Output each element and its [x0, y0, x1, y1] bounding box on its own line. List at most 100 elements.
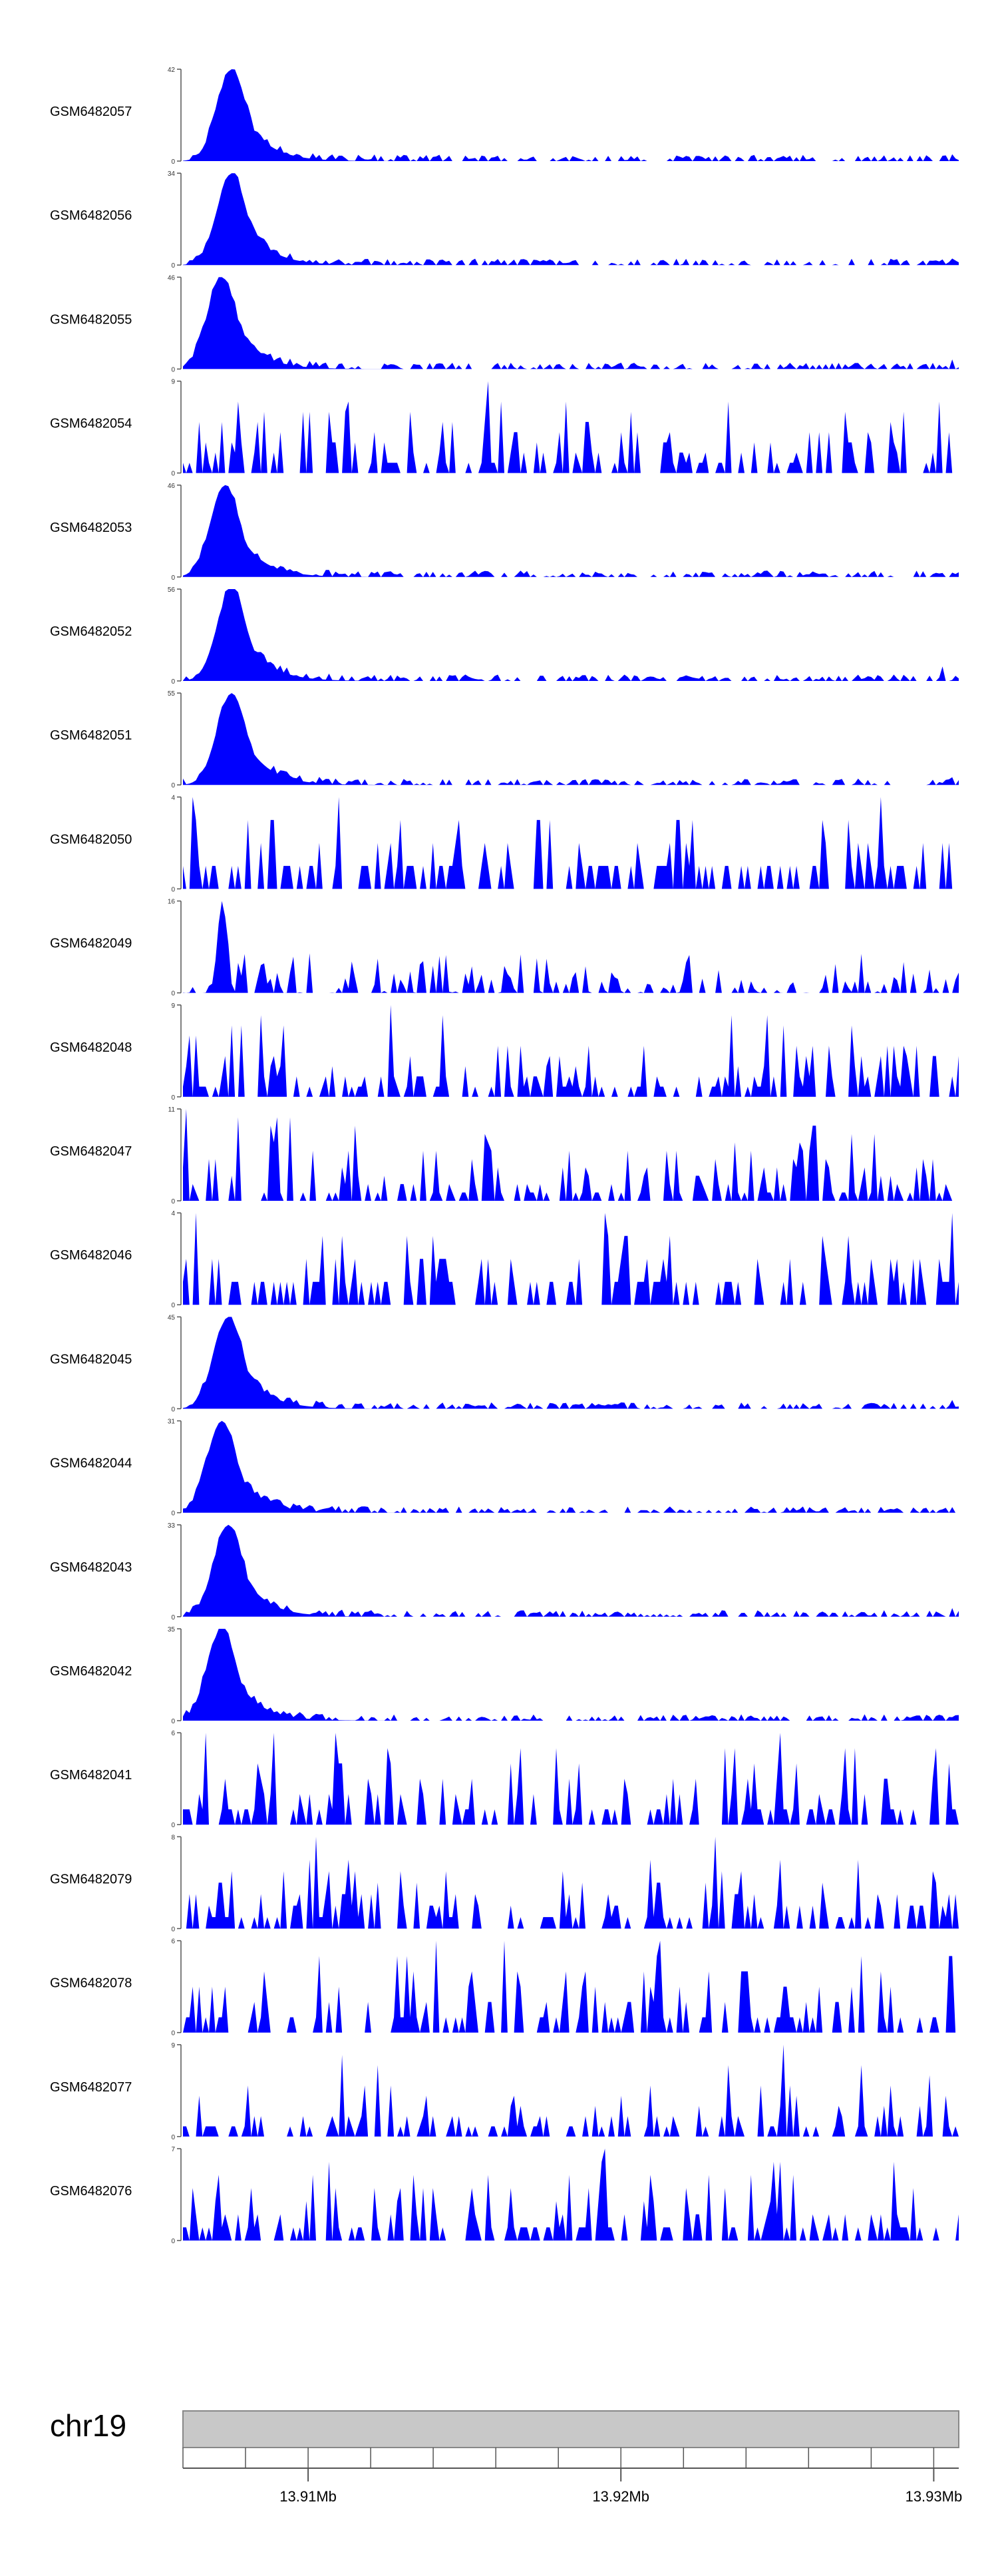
coverage-track: GSM6482045 45 0	[50, 1314, 959, 1413]
track-label: GSM6482057	[50, 105, 132, 119]
track-y-max-label: 9	[171, 2042, 175, 2049]
track-y-min-label: 0	[171, 990, 175, 998]
track-y-max-label: 4	[171, 1210, 175, 1217]
track-y-max-label: 45	[168, 1314, 176, 1321]
track-y-max-label: 56	[168, 586, 176, 594]
coverage-area	[183, 797, 959, 889]
coverage-area	[183, 1420, 959, 1513]
genome-tick-label: 13.91Mb	[279, 2488, 337, 2505]
track-y-min-label: 0	[171, 471, 175, 478]
coverage-area	[183, 173, 959, 266]
track-y-max-label: 35	[168, 1626, 176, 1633]
track-y-max-label: 6	[171, 1938, 175, 1946]
track-y-min-label: 0	[171, 2030, 175, 2038]
track-y-min-label: 0	[171, 678, 175, 686]
coverage-area	[183, 1524, 959, 1617]
track-y-min-label: 0	[171, 2238, 175, 2245]
track-y-min-label: 0	[171, 886, 175, 893]
track-label: GSM6482045	[50, 1352, 132, 1367]
track-label: GSM6482044	[50, 1456, 132, 1471]
coverage-track: GSM6482048 9 0	[50, 1002, 959, 1102]
chromosome-label: chr19	[50, 2408, 126, 2443]
track-y-max-label: 34	[168, 170, 176, 178]
coverage-track: GSM6482041 6 0	[50, 1730, 959, 1829]
track-label: GSM6482048	[50, 1040, 132, 1055]
coverage-area	[183, 485, 959, 577]
coverage-track: GSM6482046 4 0	[50, 1210, 959, 1309]
track-y-max-label: 7	[171, 2146, 175, 2153]
track-y-min-label: 0	[171, 1822, 175, 1829]
track-y-min-label: 0	[171, 782, 175, 789]
genome-axis-major-ticks: 13.91Mb 13.92Mb 13.93Mb	[279, 2468, 962, 2505]
track-y-min-label: 0	[171, 366, 175, 373]
chromosome-ideogram: chr19 13.91Mb 13.92Mb 13.93Mb	[50, 2408, 962, 2505]
track-y-max-label: 6	[171, 1730, 175, 1737]
track-label: GSM6482042	[50, 1664, 132, 1679]
genome-tick-label: 13.92Mb	[592, 2488, 649, 2505]
track-y-min-label: 0	[171, 574, 175, 582]
track-y-max-label: 42	[168, 67, 176, 74]
genome-axis-minor-ticks	[182, 2448, 935, 2468]
coverage-area	[183, 277, 959, 369]
coverage-tracks: GSM6482057420GSM6482056340GSM6482055460G…	[50, 67, 959, 2245]
track-y-min-label: 0	[171, 1926, 175, 1933]
track-y-max-label: 46	[168, 274, 176, 282]
track-y-max-label: 4	[171, 794, 175, 801]
track-y-max-label: 8	[171, 1834, 175, 1841]
coverage-area	[183, 2149, 959, 2241]
coverage-track: GSM6482044 31 0	[50, 1418, 959, 1518]
coverage-area	[183, 589, 959, 681]
track-y-min-label: 0	[171, 1614, 175, 1621]
coverage-track: GSM6482054 9 0	[50, 379, 959, 478]
track-y-max-label: 31	[168, 1418, 176, 1426]
coverage-track: GSM6482079 8 0	[50, 1834, 959, 1933]
track-y-min-label: 0	[171, 1094, 175, 1102]
coverage-track: GSM6482051 55 0	[50, 690, 959, 789]
coverage-area	[183, 381, 959, 473]
genome-tick-label: 13.93Mb	[906, 2488, 963, 2505]
coverage-track: GSM6482055 46 0	[50, 274, 959, 373]
coverage-area	[183, 693, 959, 785]
coverage-track: GSM6482042 35 0	[50, 1626, 959, 1725]
track-label: GSM6482056	[50, 208, 132, 223]
track-y-min-label: 0	[171, 1718, 175, 1725]
track-y-min-label: 0	[171, 1406, 175, 1413]
coverage-area	[183, 1940, 959, 2033]
track-label: GSM6482046	[50, 1248, 132, 1263]
track-y-max-label: 9	[171, 1002, 175, 1010]
coverage-track: GSM6482043 33 0	[50, 1522, 959, 1621]
coverage-area	[183, 901, 959, 993]
track-label: GSM6482079	[50, 1872, 132, 1886]
track-y-min-label: 0	[171, 158, 175, 166]
coverage-area	[183, 1317, 959, 1409]
coverage-track: GSM6482050 4 0	[50, 794, 959, 893]
track-label: GSM6482049	[50, 937, 132, 951]
track-label: GSM6482047	[50, 1144, 132, 1159]
coverage-track: GSM6482049 16 0	[50, 899, 959, 998]
track-label: GSM6482053	[50, 521, 132, 535]
coverage-track: GSM6482076 7 0	[50, 2146, 959, 2245]
track-label: GSM6482051	[50, 728, 132, 743]
track-label: GSM6482077	[50, 2080, 132, 2095]
track-y-min-label: 0	[171, 2134, 175, 2141]
coverage-area	[183, 1733, 959, 1825]
track-y-max-label: 16	[168, 899, 176, 906]
track-label: GSM6482041	[50, 1768, 132, 1783]
chromosome-band	[182, 2410, 959, 2448]
track-y-min-label: 0	[171, 1198, 175, 1205]
track-y-max-label: 55	[168, 690, 176, 698]
track-y-max-label: 11	[168, 1106, 176, 1114]
track-label: GSM6482050	[50, 832, 132, 847]
coverage-area	[183, 1109, 959, 1201]
track-label: GSM6482043	[50, 1560, 132, 1575]
track-y-max-label: 33	[168, 1522, 176, 1530]
coverage-area	[183, 1836, 959, 1929]
track-y-min-label: 0	[171, 1302, 175, 1309]
track-label: GSM6482054	[50, 417, 132, 431]
track-y-max-label: 46	[168, 483, 176, 490]
track-label: GSM6482055	[50, 312, 132, 327]
coverage-area	[183, 69, 959, 161]
track-y-max-label: 9	[171, 379, 175, 386]
coverage-track: GSM6482052 56 0	[50, 586, 959, 686]
